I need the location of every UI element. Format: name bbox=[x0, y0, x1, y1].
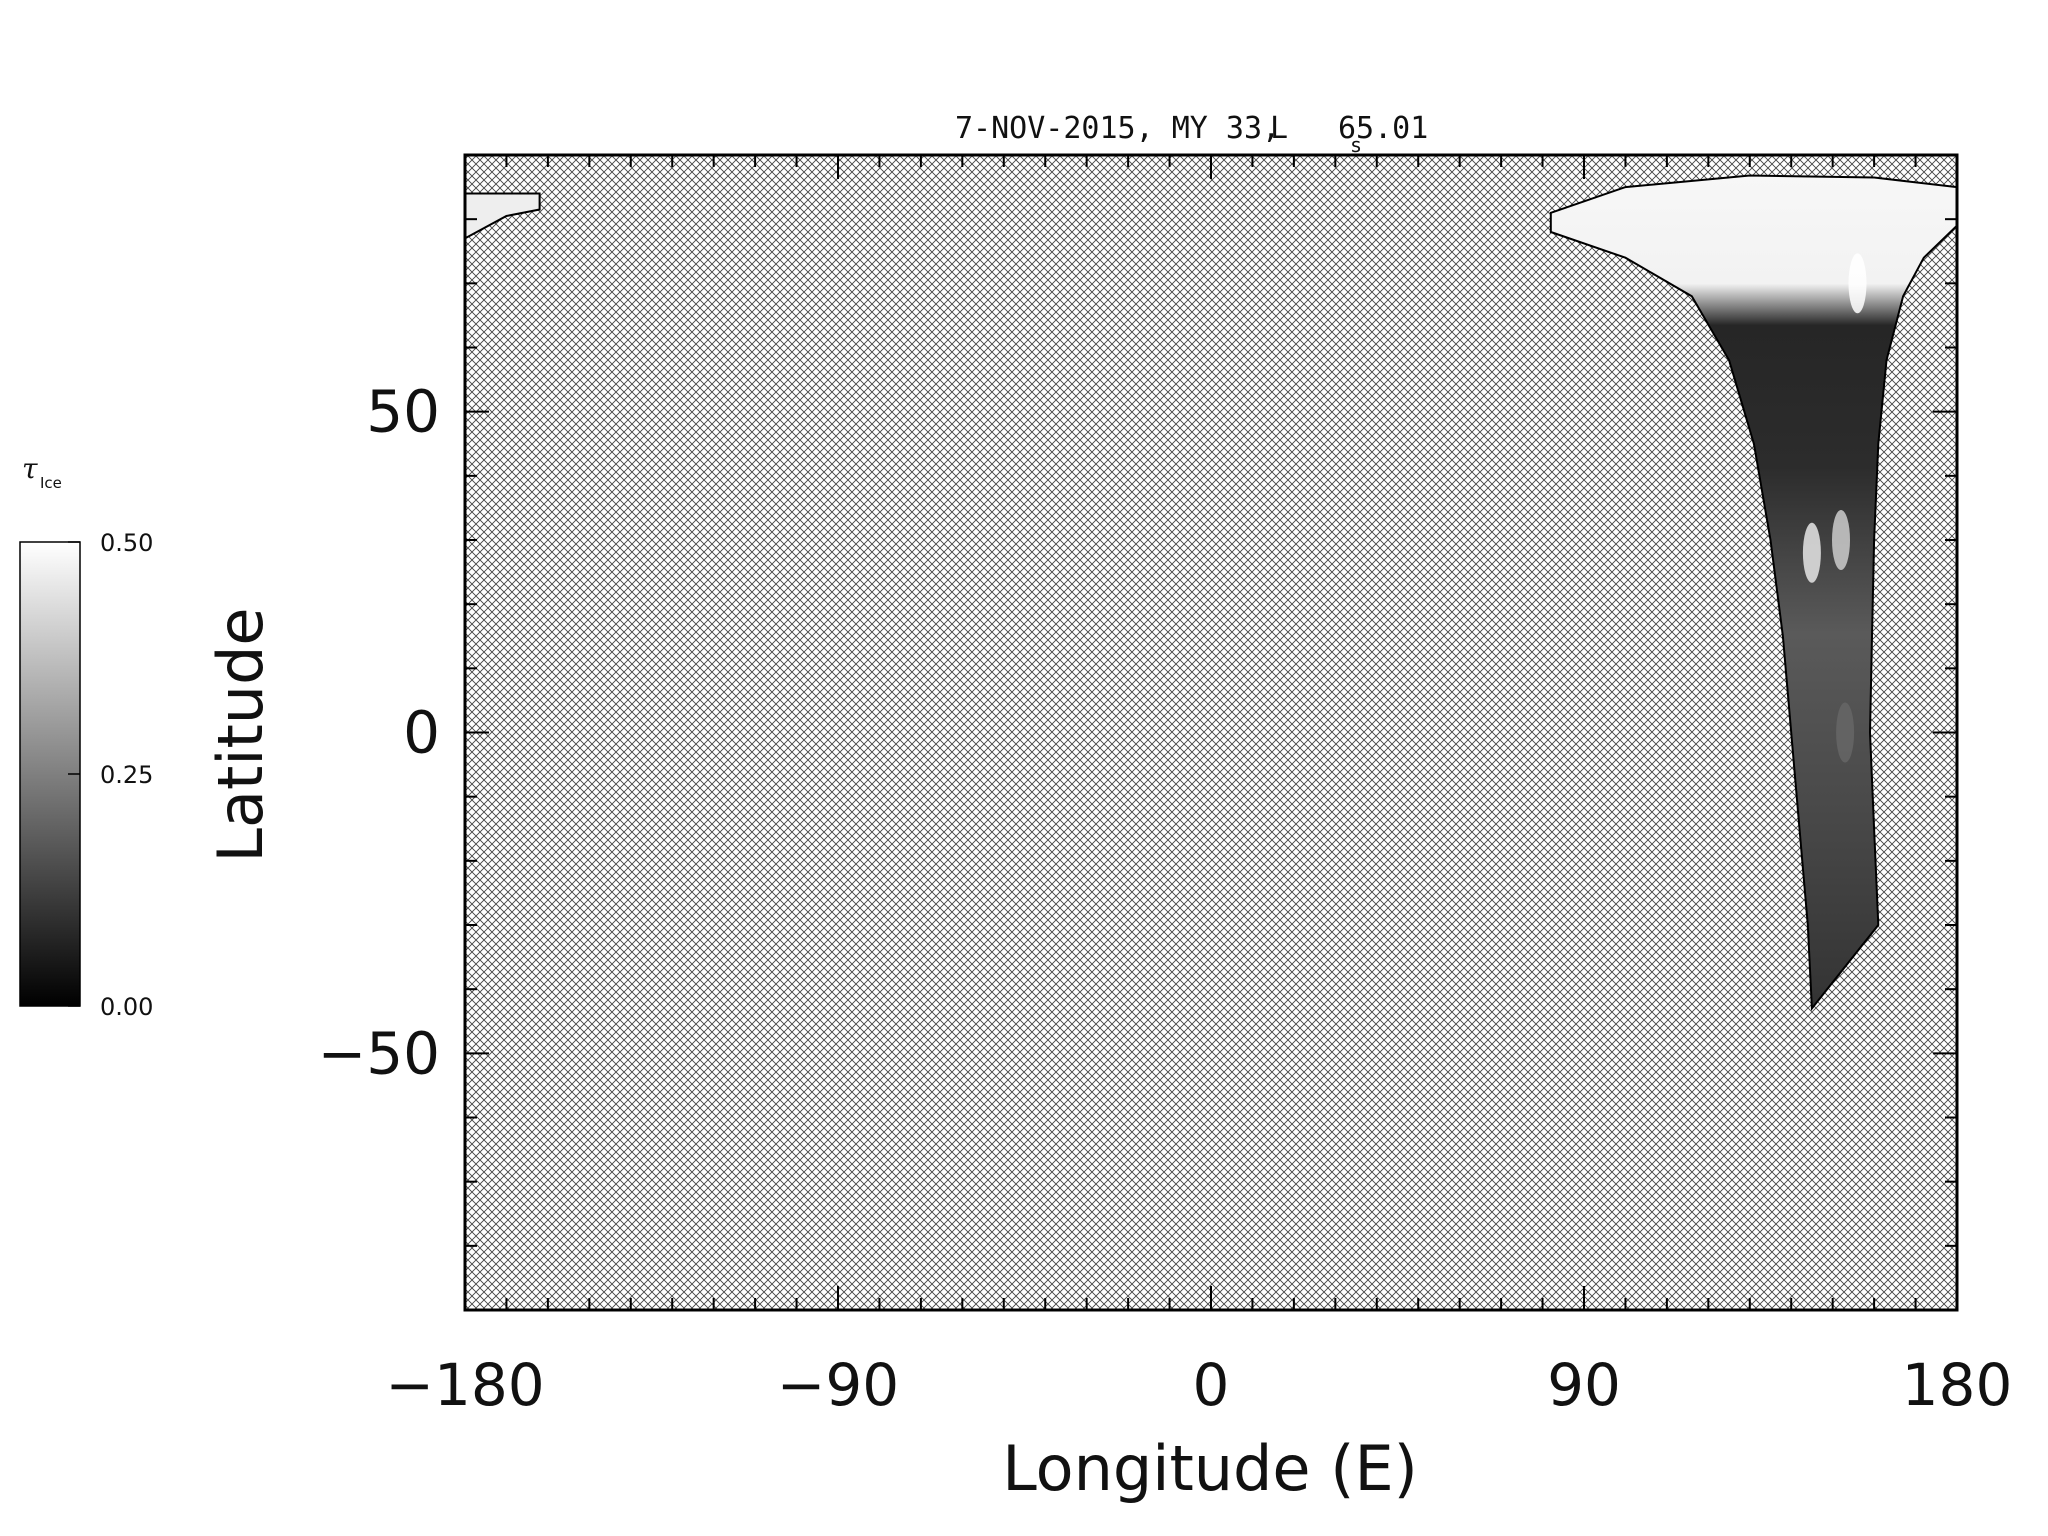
colorbar-tick-label: 0.00 bbox=[100, 993, 153, 1021]
chart-title: 7-NOV-2015, MY 33, bbox=[955, 111, 1280, 146]
title-ls-symbol: L bbox=[1270, 111, 1288, 146]
colorbar-tick-label: 0.50 bbox=[100, 529, 153, 557]
swath-feature-3 bbox=[1836, 703, 1854, 763]
x-axis-title: Longitude (E) bbox=[1002, 1432, 1418, 1505]
colorbar-label-subscript: Ice bbox=[40, 474, 62, 492]
swath-feature-2 bbox=[1832, 510, 1850, 570]
x-tick-label: 0 bbox=[1193, 1351, 1230, 1419]
colorbar-ticks: 0.00 0.25 0.50 bbox=[68, 529, 153, 1021]
colorbar-tick-label: 0.25 bbox=[100, 761, 153, 789]
swath-feature-0 bbox=[1803, 523, 1821, 583]
y-tick-label: 50 bbox=[366, 378, 440, 446]
y-tick-label: 0 bbox=[403, 699, 440, 767]
x-tick-label: 90 bbox=[1547, 1351, 1621, 1419]
x-tick-label: −90 bbox=[777, 1351, 899, 1419]
swath-feature-1 bbox=[1849, 253, 1867, 313]
x-tick-label: −180 bbox=[385, 1351, 544, 1419]
title-ls-value: 65.01 bbox=[1338, 111, 1428, 146]
y-axis-title: Latitude bbox=[204, 607, 277, 862]
y-tick-label: −50 bbox=[318, 1019, 440, 1087]
x-tick-label: 180 bbox=[1902, 1351, 2013, 1419]
colorbar-label: τ bbox=[22, 452, 38, 485]
